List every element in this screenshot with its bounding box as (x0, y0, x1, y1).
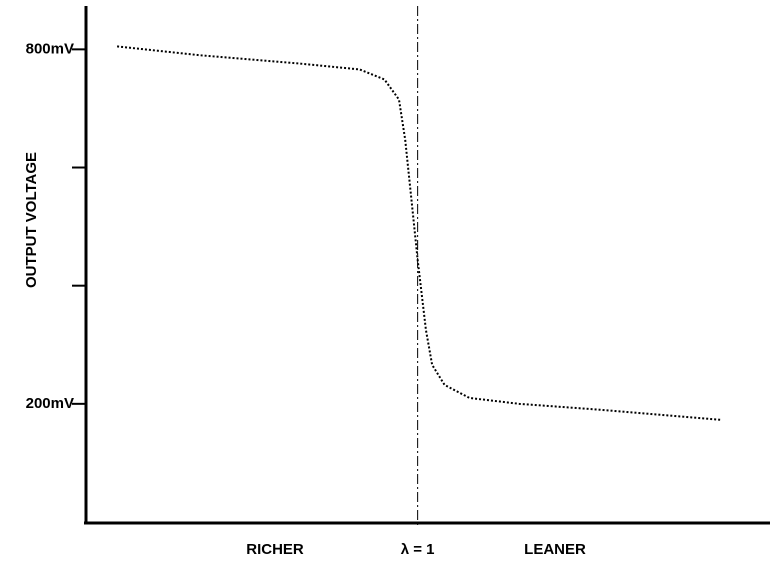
y-axis-label: OUTPUT VOLTAGE (23, 152, 40, 288)
reference-label: λ = 1 (401, 541, 435, 558)
x-left-label: RICHER (246, 541, 304, 558)
y-tick-label: 800mV (26, 40, 74, 57)
data-line (116, 45, 721, 421)
x-right-label: LEANER (524, 541, 586, 558)
y-tick-label: 200mV (26, 395, 74, 412)
